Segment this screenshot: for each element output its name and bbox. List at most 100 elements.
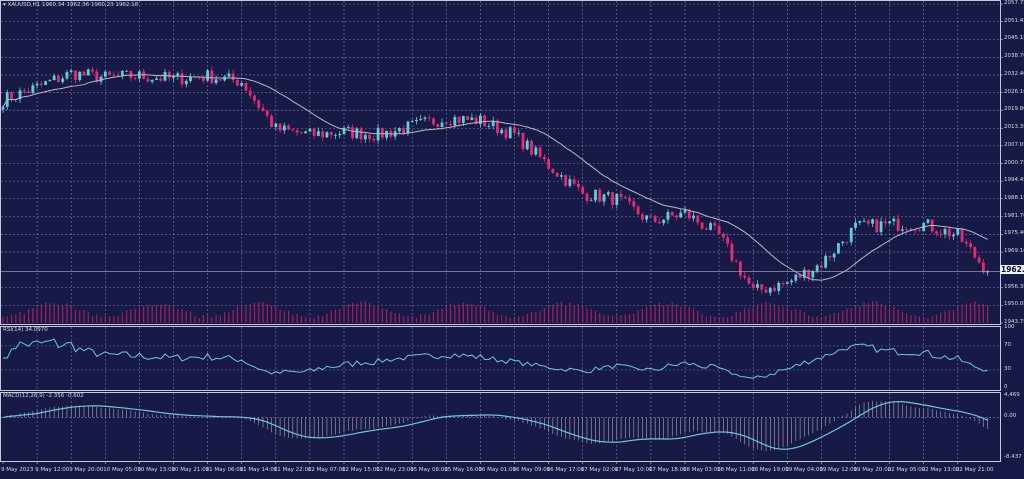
candle-body (658, 221, 661, 224)
candle-body (564, 175, 568, 186)
candle-body (82, 71, 86, 76)
candle-body (346, 127, 350, 128)
candle-body (815, 265, 819, 272)
rsi-axis-label: 0 (1004, 384, 1008, 390)
candle-body (27, 91, 30, 93)
candle-body (849, 227, 853, 243)
candle-body (918, 230, 921, 232)
candle-body (95, 71, 99, 82)
candle-body (943, 228, 947, 235)
candle-body (163, 72, 167, 81)
candle-body (662, 219, 666, 224)
candle-body (474, 117, 478, 125)
candle-body (282, 125, 286, 131)
price-label: 1969.10 (1004, 248, 1024, 255)
time-label: 10 May 13:00 (137, 467, 176, 473)
candle-body (781, 282, 785, 284)
candle-body (513, 127, 516, 133)
candle-body (756, 284, 759, 288)
candle-body (713, 223, 717, 226)
candle-body (704, 228, 708, 230)
candle-body (640, 214, 644, 220)
candle-body (939, 233, 943, 235)
candle-body (325, 132, 329, 138)
main-chart-label: ▾ XAUUSD,H1 1960.34 1962.36 1960.23 1962… (3, 2, 138, 8)
candle-body (359, 128, 363, 140)
candle-body (820, 265, 823, 268)
candle-body (764, 289, 768, 293)
candle-body (828, 255, 832, 258)
candle-body (176, 73, 180, 76)
candle-body (295, 130, 299, 133)
candle-body (986, 271, 990, 273)
candle-body (308, 128, 312, 132)
main-pane (0, 0, 1001, 325)
collapse-triangle-icon[interactable]: ▾ (3, 2, 8, 8)
candle-body (48, 80, 52, 82)
candle-body (108, 71, 111, 75)
rsi-line (3, 338, 988, 379)
candle-body (244, 82, 248, 91)
price-label: 1950.05 (1004, 301, 1024, 308)
price-label: 2019.80 (1004, 106, 1024, 113)
candle-body (547, 159, 550, 169)
candle-body (270, 115, 273, 128)
candle-body (632, 201, 636, 207)
candle-body (866, 220, 870, 224)
candle-body (679, 212, 683, 218)
price-label: 1956.35 (1004, 283, 1024, 290)
time-label: 22 May 21:00 (955, 467, 994, 473)
candle-body (981, 262, 985, 273)
candle-body (406, 121, 410, 134)
candle-body (964, 241, 968, 244)
candle-body (683, 209, 687, 213)
candle-body (172, 75, 175, 78)
candle-body (103, 71, 107, 77)
candle-body (334, 135, 337, 136)
candle-body (231, 73, 235, 81)
candle-body (99, 76, 103, 82)
price-label: 2057.75 (1004, 0, 1024, 6)
candle-body (125, 70, 129, 72)
price-label: 1994.45 (1004, 177, 1024, 184)
candle-body (960, 228, 964, 242)
candle-body (257, 100, 261, 108)
candle-body (278, 123, 282, 131)
time-label: 18 May 03:00 (683, 467, 721, 473)
candle-body (312, 128, 316, 136)
time-label: 16 May 17:00 (546, 467, 585, 473)
rsi-pane (0, 326, 1001, 391)
candle-body (261, 107, 265, 111)
time-label: 17 May 10:00 (614, 467, 653, 473)
candle-body (427, 117, 431, 119)
time-label: 16 May 09:00 (512, 467, 551, 473)
candle-body (947, 228, 951, 237)
candle-body (636, 206, 640, 215)
candle-body (65, 72, 69, 79)
rsi-label: RSI(14) 34.0970 (3, 327, 48, 333)
candle-body (892, 218, 896, 222)
candle-body (952, 234, 955, 237)
time-label: 12 May 15:00 (342, 467, 380, 473)
candle-body (423, 117, 427, 119)
candle-body (304, 131, 308, 134)
candle-body (500, 129, 504, 134)
candle-body (129, 70, 133, 79)
candle-body (623, 196, 627, 198)
macd-pane (0, 392, 1001, 462)
candle-body (888, 221, 891, 224)
candle-body (457, 117, 461, 123)
candle-body (594, 189, 597, 201)
candle-body (841, 241, 845, 244)
candle-body (78, 71, 82, 81)
candle-body (858, 220, 862, 223)
candle-body (317, 131, 320, 136)
current-price-tag: 1962.18 (1000, 265, 1024, 274)
candle-body (687, 209, 691, 219)
candle-body (577, 183, 580, 188)
candle-body (449, 123, 452, 126)
candle-body (977, 257, 981, 263)
time-label: 11 May 14:00 (239, 467, 278, 473)
candle-body (31, 85, 35, 93)
